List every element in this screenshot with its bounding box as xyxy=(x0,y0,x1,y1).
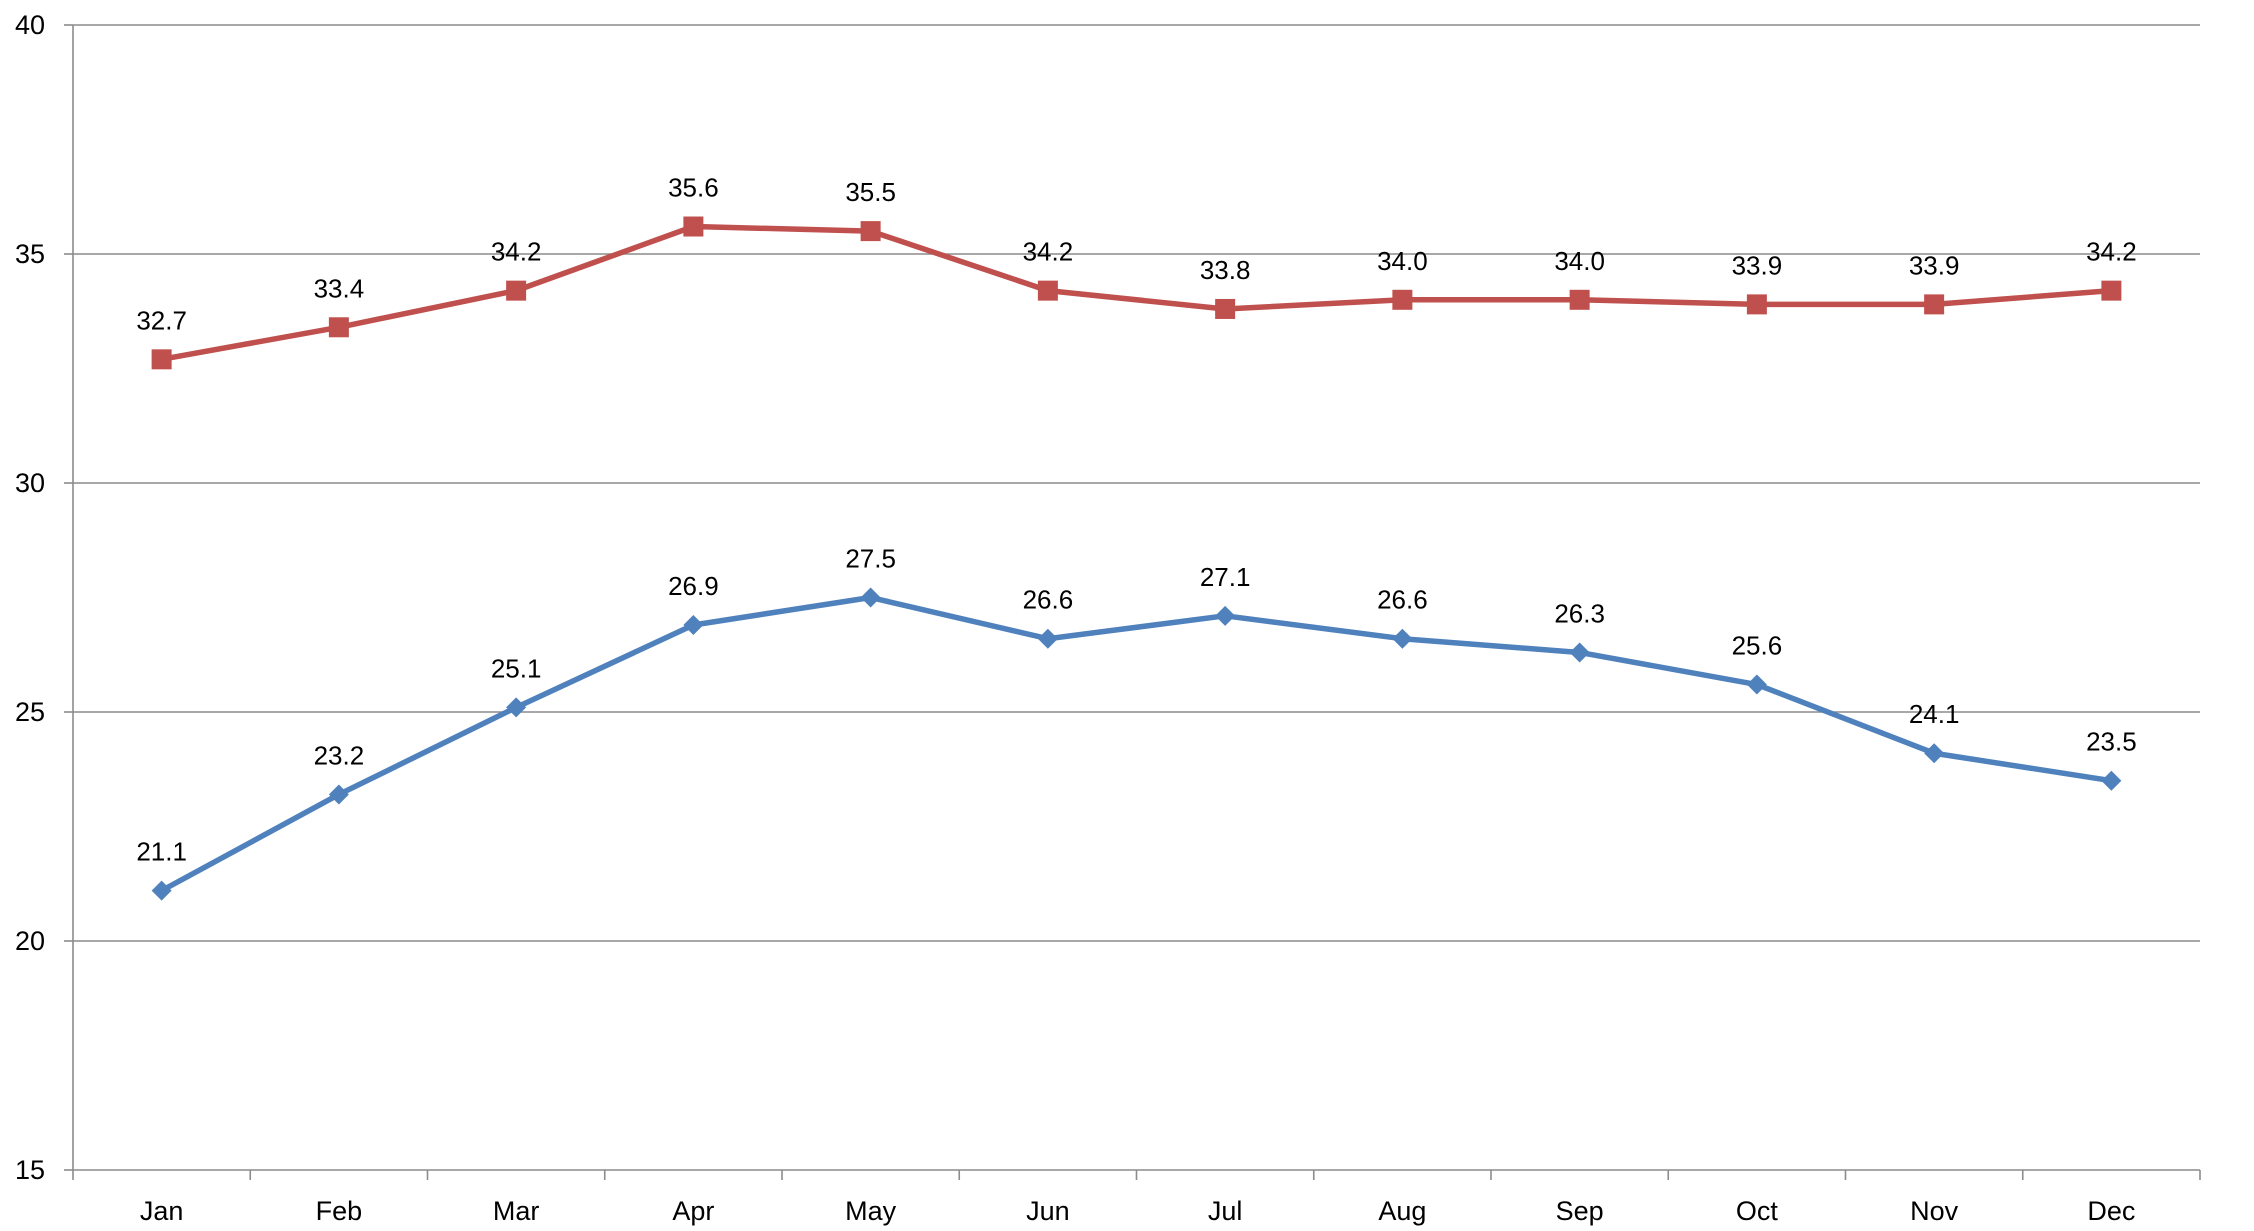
data-label: 34.2 xyxy=(1023,237,1074,267)
data-point-square xyxy=(151,349,172,370)
y-tick-label: 30 xyxy=(15,468,45,498)
x-tick-label-aug: Aug xyxy=(1378,1196,1426,1226)
series-group xyxy=(151,216,2122,901)
data-point-square xyxy=(2101,280,2122,301)
data-label: 26.6 xyxy=(1377,585,1428,615)
data-point-square xyxy=(860,221,881,242)
data-point-diamond xyxy=(1037,628,1058,649)
data-label: 35.6 xyxy=(668,173,719,203)
series-line-1 xyxy=(158,594,2115,894)
x-tick-label-mar: Mar xyxy=(493,1196,540,1226)
data-point-diamond xyxy=(2101,770,2122,791)
data-point-square xyxy=(1746,294,1767,315)
data-point-square xyxy=(1215,298,1236,319)
x-tick-label-feb: Feb xyxy=(316,1196,363,1226)
x-tick-label-jan: Jan xyxy=(140,1196,184,1226)
x-tick-label-jun: Jun xyxy=(1026,1196,1070,1226)
x-tick-label-jul: Jul xyxy=(1208,1196,1243,1226)
data-point-square xyxy=(1924,294,1945,315)
series-line-2 xyxy=(158,223,2115,363)
x-tick-label-apr: Apr xyxy=(672,1196,714,1226)
axes: 15 20 25 30 35 40 Jan Feb Mar Apr May Jun Jul Aug Sep O… xyxy=(15,10,2201,1226)
data-label: 32.7 xyxy=(136,305,187,335)
data-label: 25.6 xyxy=(1732,631,1783,661)
data-label: 21.1 xyxy=(136,837,187,867)
data-label: 34.0 xyxy=(1377,246,1428,276)
data-point-diamond xyxy=(860,587,881,608)
data-point-square xyxy=(1037,280,1058,301)
y-tick-label: 35 xyxy=(15,239,45,269)
data-point-diamond xyxy=(151,880,172,901)
data-label: 23.2 xyxy=(314,740,365,770)
data-point-diamond xyxy=(1215,605,1236,626)
data-label: 33.9 xyxy=(1732,250,1783,280)
data-label: 34.0 xyxy=(1554,246,1605,276)
data-label: 33.9 xyxy=(1909,250,1960,280)
data-point-square xyxy=(506,280,527,301)
x-tick-label-sep: Sep xyxy=(1556,1196,1604,1226)
y-tick-label: 20 xyxy=(15,926,45,956)
data-label: 35.5 xyxy=(845,177,896,207)
data-label: 26.9 xyxy=(668,571,719,601)
x-tick-label-dec: Dec xyxy=(2087,1196,2135,1226)
data-label: 25.1 xyxy=(491,653,542,683)
x-tick-label-nov: Nov xyxy=(1910,1196,1959,1226)
data-point-diamond xyxy=(1569,642,1590,663)
data-point-square xyxy=(1569,289,1590,310)
data-point-diamond xyxy=(1924,743,1945,764)
data-point-diamond xyxy=(1746,674,1767,695)
y-tick-label: 15 xyxy=(15,1155,45,1185)
data-point-diamond xyxy=(506,697,527,718)
data-label: 34.2 xyxy=(2086,237,2137,267)
data-point-diamond xyxy=(328,784,349,805)
data-label: 27.5 xyxy=(845,544,896,574)
data-point-square xyxy=(328,317,349,338)
data-label: 27.1 xyxy=(1200,562,1251,592)
data-point-square xyxy=(1392,289,1413,310)
data-label: 34.2 xyxy=(491,237,542,267)
data-label: 26.3 xyxy=(1554,598,1605,628)
data-point-diamond xyxy=(683,614,704,635)
y-tick-label: 40 xyxy=(15,10,45,40)
data-point-diamond xyxy=(1392,628,1413,649)
data-point-square xyxy=(683,216,704,237)
data-label: 33.4 xyxy=(314,273,365,303)
gridlines xyxy=(73,24,2200,942)
data-label: 23.5 xyxy=(2086,727,2137,757)
x-tick-label-may: May xyxy=(845,1196,897,1226)
data-labels: 21.1 23.2 25.1 26.9 27.5 26.6 27.1 26.6 26.3 25.6… xyxy=(136,173,2136,867)
data-label: 24.1 xyxy=(1909,699,1960,729)
data-label: 26.6 xyxy=(1023,585,1074,615)
x-tick-label-oct: Oct xyxy=(1736,1196,1779,1226)
y-tick-label: 25 xyxy=(15,697,45,727)
data-label: 33.8 xyxy=(1200,255,1251,285)
